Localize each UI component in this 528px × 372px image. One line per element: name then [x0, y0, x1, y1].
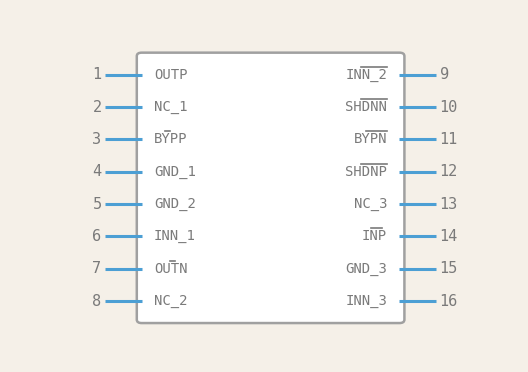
- Text: INN_1: INN_1: [154, 230, 196, 243]
- Text: 5: 5: [92, 196, 101, 212]
- Text: 8: 8: [92, 294, 101, 308]
- Text: GND_1: GND_1: [154, 165, 196, 179]
- Text: 4: 4: [92, 164, 101, 179]
- Text: 15: 15: [440, 261, 458, 276]
- Text: NC_3: NC_3: [354, 197, 387, 211]
- Text: NC_1: NC_1: [154, 100, 187, 114]
- Text: INN_3: INN_3: [345, 294, 387, 308]
- Text: OUTP: OUTP: [154, 68, 187, 82]
- Text: NC_2: NC_2: [154, 294, 187, 308]
- Text: SHDNP: SHDNP: [345, 165, 387, 179]
- Text: 11: 11: [440, 132, 458, 147]
- Text: 13: 13: [440, 196, 458, 212]
- Text: 16: 16: [440, 294, 458, 308]
- Text: GND_2: GND_2: [154, 197, 196, 211]
- Text: 9: 9: [440, 67, 449, 82]
- Text: INP: INP: [362, 230, 387, 243]
- Text: 3: 3: [92, 132, 101, 147]
- Text: 6: 6: [92, 229, 101, 244]
- Text: 10: 10: [440, 100, 458, 115]
- Text: 2: 2: [92, 100, 101, 115]
- Text: 1: 1: [92, 67, 101, 82]
- Text: INN_2: INN_2: [345, 68, 387, 82]
- Text: SHDNN: SHDNN: [345, 100, 387, 114]
- FancyBboxPatch shape: [137, 53, 404, 323]
- Text: BYPP: BYPP: [154, 132, 187, 146]
- Text: 14: 14: [440, 229, 458, 244]
- Text: GND_3: GND_3: [345, 262, 387, 276]
- Text: 7: 7: [92, 261, 101, 276]
- Text: OUTN: OUTN: [154, 262, 187, 276]
- Text: BYPN: BYPN: [354, 132, 387, 146]
- Text: 12: 12: [440, 164, 458, 179]
